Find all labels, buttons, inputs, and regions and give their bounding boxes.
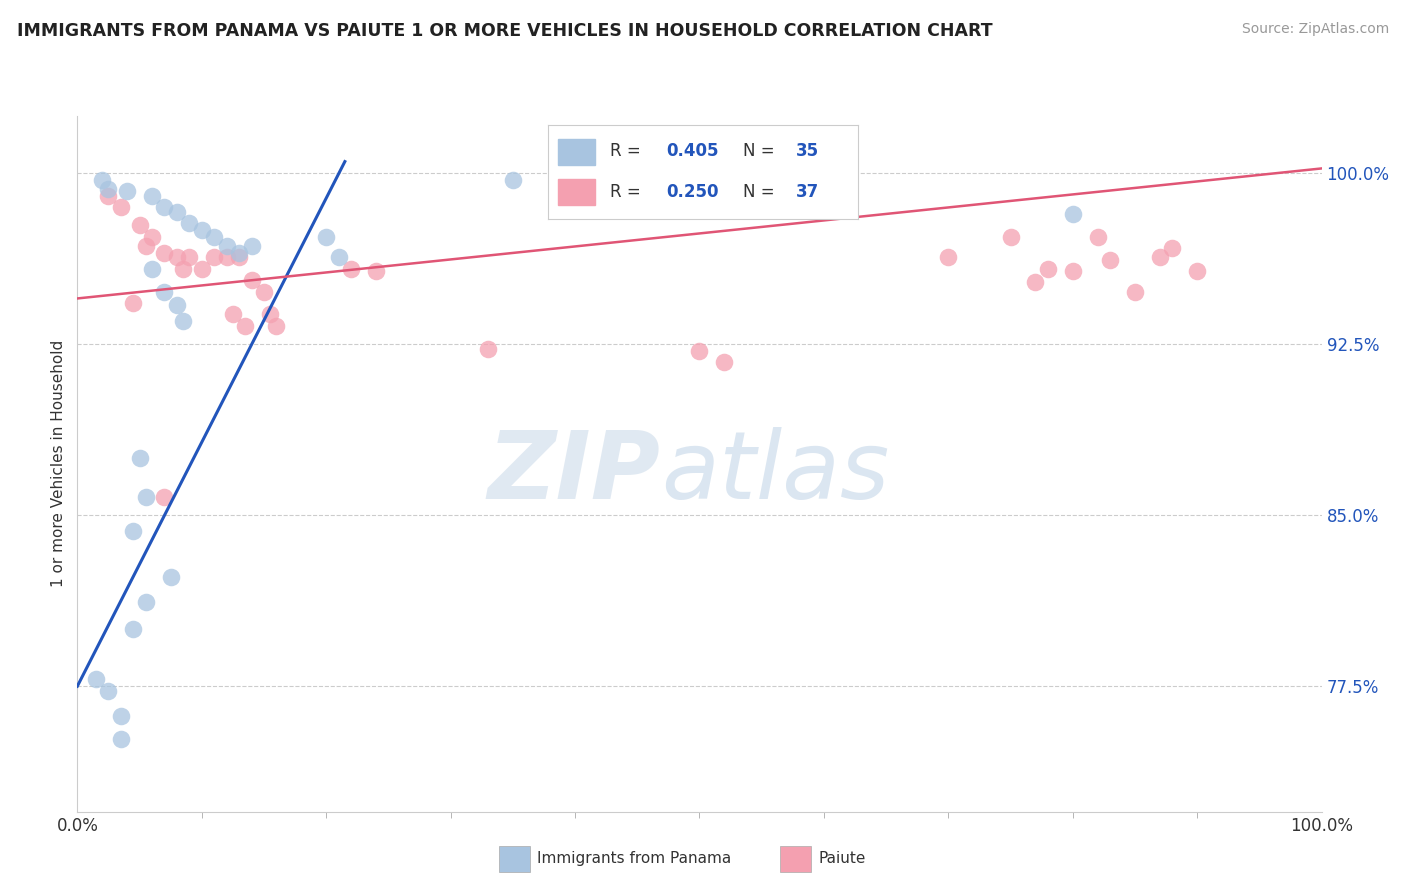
Point: [266, 318, 288, 333]
Point: [91, 173, 114, 187]
Point: [1099, 252, 1122, 267]
Point: [1187, 264, 1209, 278]
Point: [222, 307, 245, 321]
Point: [135, 490, 157, 504]
Point: [159, 570, 181, 584]
Text: 37: 37: [796, 184, 820, 202]
Point: [166, 298, 188, 312]
Text: 35: 35: [796, 142, 818, 160]
Point: [191, 261, 214, 276]
Point: [364, 264, 387, 278]
Text: IMMIGRANTS FROM PANAMA VS PAIUTE 1 OR MORE VEHICLES IN HOUSEHOLD CORRELATION CHA: IMMIGRANTS FROM PANAMA VS PAIUTE 1 OR MO…: [17, 22, 993, 40]
Point: [97, 189, 120, 203]
Point: [141, 189, 163, 203]
Point: [202, 251, 225, 265]
Point: [215, 239, 238, 253]
Point: [191, 223, 214, 237]
Point: [179, 251, 201, 265]
Point: [97, 182, 120, 196]
Point: [115, 184, 138, 198]
Point: [233, 318, 256, 333]
Text: R =: R =: [610, 142, 647, 160]
Point: [166, 204, 188, 219]
Point: [202, 230, 225, 244]
Point: [477, 342, 499, 356]
Point: [153, 245, 176, 260]
Text: Immigrants from Panama: Immigrants from Panama: [537, 852, 731, 866]
Point: [135, 239, 157, 253]
Point: [110, 731, 132, 746]
Point: [938, 251, 960, 265]
Point: [135, 595, 157, 609]
Point: [141, 261, 163, 276]
Point: [122, 524, 145, 538]
Text: 0.250: 0.250: [666, 184, 718, 202]
Text: 0.405: 0.405: [666, 142, 718, 160]
Point: [122, 622, 145, 636]
Point: [689, 343, 711, 358]
Point: [253, 285, 276, 299]
Text: N =: N =: [744, 184, 780, 202]
Point: [1000, 230, 1022, 244]
Point: [122, 296, 145, 310]
Point: [128, 219, 150, 233]
Point: [1087, 230, 1109, 244]
Text: Source: ZipAtlas.com: Source: ZipAtlas.com: [1241, 22, 1389, 37]
Point: [110, 200, 132, 214]
Point: [166, 251, 188, 265]
Point: [1024, 276, 1046, 290]
Point: [153, 285, 176, 299]
Point: [228, 251, 250, 265]
Text: R =: R =: [610, 184, 647, 202]
Point: [153, 200, 176, 214]
Point: [1149, 251, 1171, 265]
Point: [141, 230, 163, 244]
Point: [1062, 264, 1084, 278]
FancyBboxPatch shape: [558, 179, 595, 205]
Point: [340, 261, 363, 276]
Text: Paiute: Paiute: [818, 852, 866, 866]
Point: [713, 355, 735, 369]
Point: [172, 314, 194, 328]
Point: [110, 709, 132, 723]
Point: [215, 251, 238, 265]
Point: [1036, 261, 1059, 276]
Point: [179, 216, 201, 230]
Point: [502, 173, 524, 187]
Text: atlas: atlas: [661, 427, 889, 518]
Point: [259, 307, 281, 321]
Point: [228, 245, 250, 260]
Point: [1161, 241, 1184, 255]
Point: [1062, 207, 1084, 221]
Point: [315, 230, 337, 244]
Point: [128, 451, 150, 466]
Point: [84, 673, 107, 687]
Point: [1123, 285, 1146, 299]
Y-axis label: 1 or more Vehicles in Household: 1 or more Vehicles in Household: [51, 340, 66, 588]
Point: [328, 251, 350, 265]
Point: [153, 490, 176, 504]
Text: N =: N =: [744, 142, 780, 160]
Point: [97, 683, 120, 698]
Text: ZIP: ZIP: [488, 426, 661, 519]
Point: [172, 261, 194, 276]
FancyBboxPatch shape: [558, 139, 595, 165]
Point: [240, 273, 263, 287]
Point: [240, 239, 263, 253]
